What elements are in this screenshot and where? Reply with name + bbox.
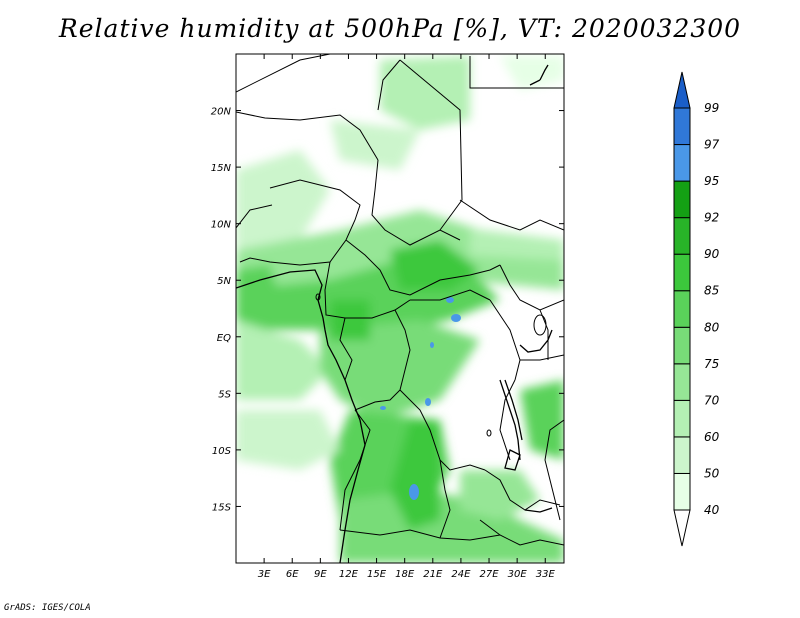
coastline	[236, 64, 553, 563]
colorbar-label: 50	[704, 466, 720, 480]
lat-label: 15S	[212, 502, 232, 513]
colorbar-lower-extension	[673, 509, 691, 547]
lat-label: 20N	[211, 107, 232, 118]
colorbar-segment	[673, 326, 691, 365]
colorbar-segment	[673, 144, 691, 182]
colorbar-label: 95	[704, 174, 719, 188]
lat-label: 10S	[212, 446, 232, 457]
lat-label: 5N	[217, 276, 231, 287]
lat-label: 5S	[218, 389, 231, 400]
colorbar-label: 75	[704, 357, 719, 371]
colorbar-label: 92	[704, 211, 719, 225]
colorbar-segment	[673, 253, 691, 292]
country-borders	[236, 54, 564, 546]
colorbar-label: 90	[704, 247, 720, 261]
colorbar-label: 85	[704, 284, 719, 298]
colorbar-label: 40	[704, 503, 720, 517]
lat-label: EQ	[217, 333, 231, 344]
colorbar-segment	[673, 290, 691, 328]
lon-label: 30E	[508, 569, 528, 580]
lon-label: 18E	[395, 569, 415, 580]
lon-label: 12E	[339, 569, 359, 580]
colorbar-label: 70	[704, 393, 720, 407]
colorbar-segment	[673, 363, 691, 401]
colorbar-segment	[673, 472, 691, 511]
colorbar-segment	[673, 436, 691, 474]
lon-label: 27E	[480, 569, 500, 580]
lon-label: 9E	[314, 569, 327, 580]
lon-label: 33E	[536, 569, 556, 580]
colorbar-segment	[673, 107, 691, 146]
chart-title: Relative humidity at 500hPa [%], VT: 202…	[58, 14, 742, 43]
colorbar-segment	[673, 180, 691, 219]
lat-label: 10N	[211, 220, 232, 231]
credit-text: GrADS: IGES/COLA	[4, 603, 91, 613]
map-frame	[235, 53, 565, 564]
humidity-field	[236, 56, 564, 563]
colorbar-label: 80	[704, 320, 720, 334]
axis-ticks: 20N 15N 10N 5N EQ 5S 10S 15S 3E 6E 9E 12E 15E 18E 21E 2…	[211, 54, 564, 580]
colorbar-segment	[673, 399, 691, 438]
lon-label: 3E	[258, 569, 271, 580]
lon-label: 15E	[367, 569, 387, 580]
lon-label: 21E	[423, 569, 443, 580]
colorbar-label: 99	[704, 101, 719, 115]
lat-label: 15N	[211, 163, 232, 174]
colorbar-segment	[673, 217, 691, 255]
colorbar-label: 97	[704, 138, 720, 152]
colorbar-label: 60	[704, 430, 720, 444]
lake-outlines	[315, 293, 547, 437]
colorbar-upper-extension	[673, 71, 691, 109]
lon-label: 6E	[286, 569, 299, 580]
lon-label: 24E	[451, 569, 471, 580]
